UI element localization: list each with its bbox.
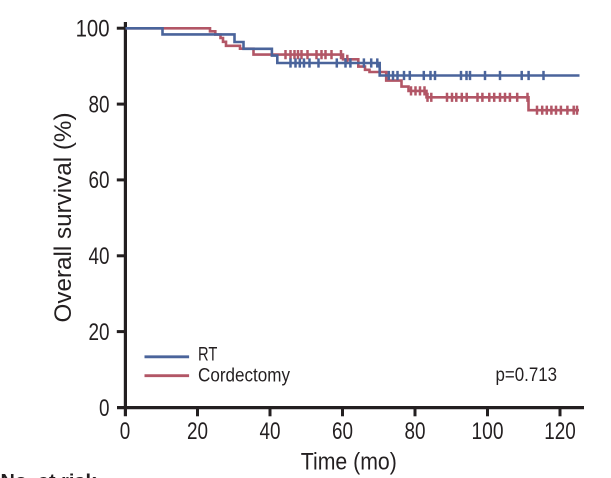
svg-text:No. at risk: No. at risk <box>1 472 97 478</box>
svg-text:120: 120 <box>544 418 576 445</box>
svg-text:0: 0 <box>99 395 110 422</box>
svg-text:20: 20 <box>89 319 110 346</box>
svg-text:60: 60 <box>332 418 353 445</box>
svg-text:Overall survival (%): Overall survival (%) <box>50 113 77 323</box>
svg-text:40: 40 <box>260 418 281 445</box>
svg-text:80: 80 <box>405 418 426 445</box>
svg-text:Time (mo): Time (mo) <box>301 449 397 476</box>
svg-text:p=0.713: p=0.713 <box>496 365 558 386</box>
svg-text:20: 20 <box>187 418 208 445</box>
svg-text:40: 40 <box>89 243 110 270</box>
svg-text:80: 80 <box>89 91 110 118</box>
svg-text:60: 60 <box>89 167 110 194</box>
svg-text:100: 100 <box>76 16 110 43</box>
svg-text:Cordectomy: Cordectomy <box>198 365 290 386</box>
svg-text:0: 0 <box>120 418 131 445</box>
svg-text:RT: RT <box>198 345 218 366</box>
svg-text:100: 100 <box>472 418 504 445</box>
